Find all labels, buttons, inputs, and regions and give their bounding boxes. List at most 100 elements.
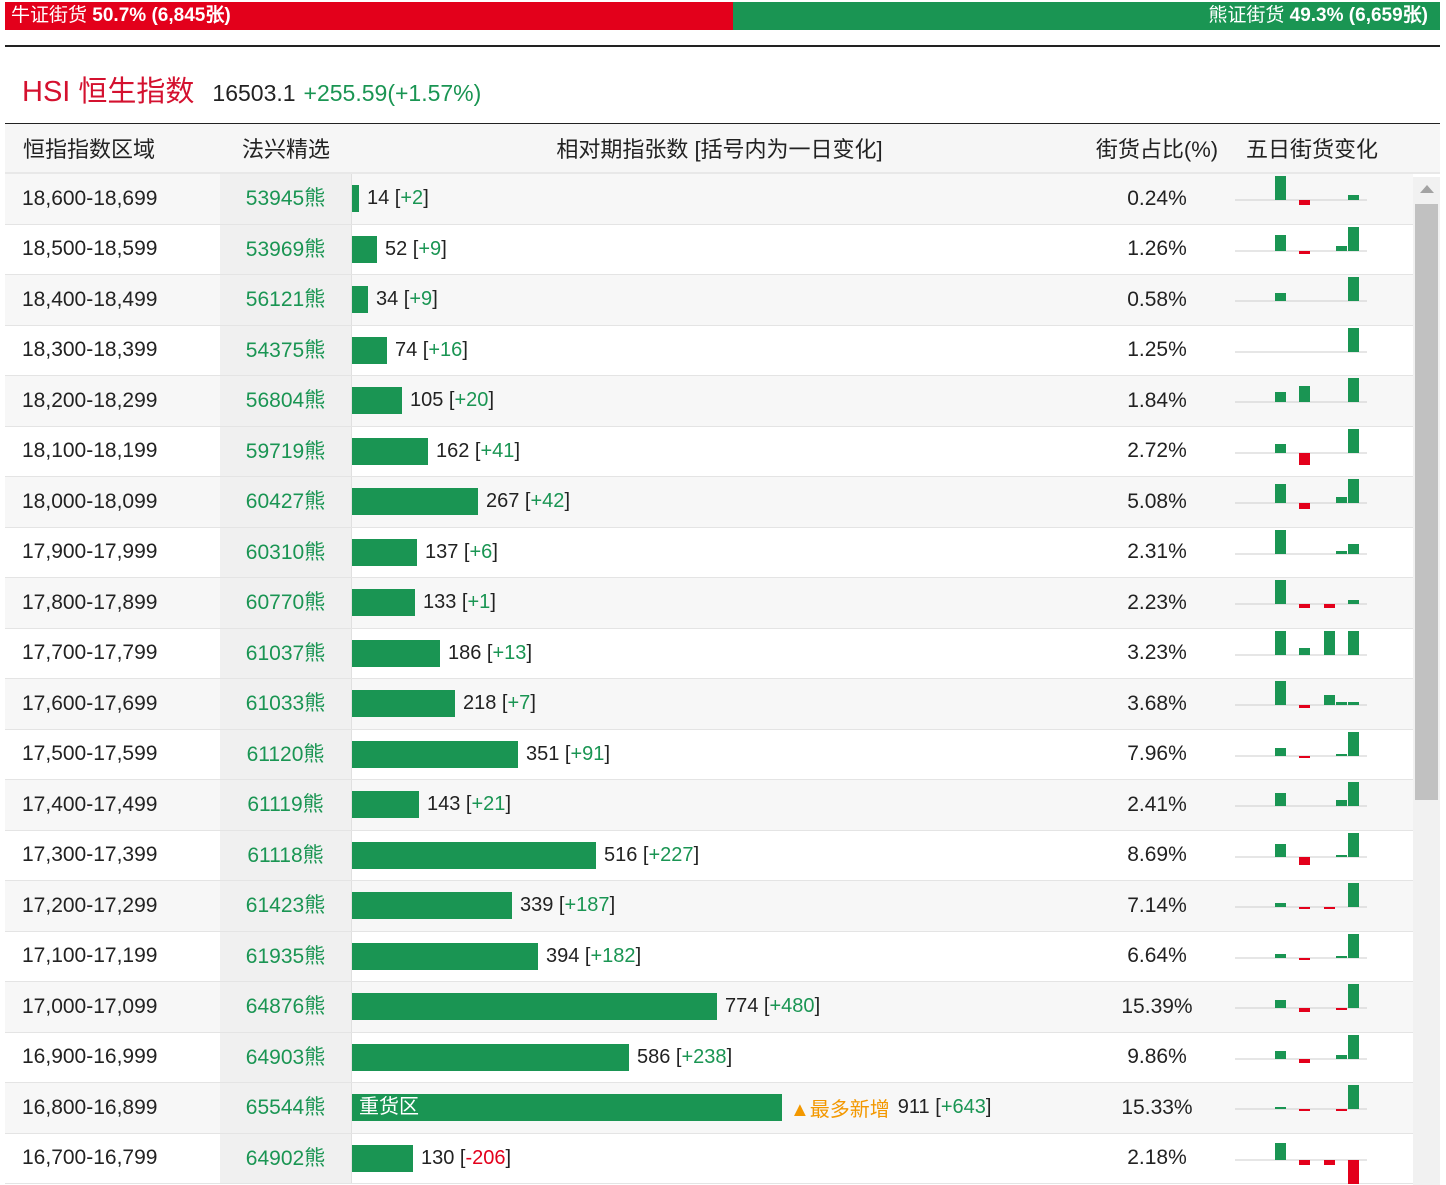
- bar-change: +227: [648, 843, 694, 866]
- trend-cell: [1235, 679, 1385, 729]
- trend-bar: [1348, 933, 1359, 958]
- pick-link[interactable]: 60770熊: [220, 578, 352, 628]
- trend-cell: [1235, 932, 1385, 982]
- ratio-cell: 1.26%: [1127, 237, 1187, 261]
- trend-cell: [1235, 376, 1385, 426]
- bar-value: 130: [421, 1146, 455, 1169]
- pick-link[interactable]: 53969熊: [220, 224, 352, 274]
- pick-link[interactable]: 61119熊: [220, 780, 352, 830]
- trend-cell: [1235, 831, 1385, 881]
- table-row: 16,700-16,799 64902熊 130 [-206] 2.18%: [5, 1133, 1413, 1184]
- bull-pct: 50.7%: [92, 5, 147, 26]
- pick-link[interactable]: 61935熊: [220, 931, 352, 981]
- ratio-cell: 2.31%: [1127, 540, 1187, 564]
- trend-bar: [1299, 503, 1310, 509]
- pick-link[interactable]: 59719熊: [220, 426, 352, 476]
- bar-value-label: 586 [+238]: [637, 1045, 733, 1068]
- trend-cell: [1235, 427, 1385, 477]
- scroll-up-arrow-icon[interactable]: [1413, 177, 1440, 201]
- bar-cell: 52 [+9]: [352, 225, 1087, 275]
- bar-change: +42: [530, 490, 565, 513]
- trend-bar: [1275, 793, 1286, 806]
- pick-link[interactable]: 54375熊: [220, 325, 352, 375]
- pick-link[interactable]: 61120熊: [220, 729, 352, 779]
- trend-bar: [1336, 1109, 1347, 1111]
- trend-bar: [1336, 800, 1347, 806]
- bar-change: +7: [507, 692, 531, 715]
- table-row: 17,300-17,399 61118熊 516 [+227] 8.69%: [5, 830, 1413, 881]
- trend-cell: [1235, 1083, 1385, 1133]
- vertical-scrollbar[interactable]: [1413, 177, 1440, 1185]
- trend-bar: [1348, 782, 1359, 806]
- volume-bar: [352, 437, 428, 465]
- trend-sparkline: [1235, 277, 1367, 302]
- bar-value: 774: [725, 995, 759, 1018]
- trend-bar: [1336, 753, 1347, 756]
- trend-cell: [1235, 1033, 1385, 1083]
- pick-link[interactable]: 56804熊: [220, 376, 352, 426]
- pick-link[interactable]: 60427熊: [220, 477, 352, 527]
- table-row: 17,600-17,699 61033熊 218 [+7] 3.68%: [5, 679, 1413, 730]
- volume-bar: [352, 740, 518, 768]
- range-cell: 17,400-17,499: [22, 792, 158, 816]
- bar-cell: 516 [+227]: [352, 831, 1087, 881]
- bar-value: 267: [486, 490, 520, 513]
- trend-bar: [1299, 250, 1310, 254]
- trend-bar: [1324, 604, 1335, 608]
- trend-bar: [1299, 452, 1310, 465]
- pick-link[interactable]: 61423熊: [220, 881, 352, 931]
- table-row: 18,400-18,499 56121熊 34 [+9] 0.58%: [5, 275, 1413, 326]
- bar-change: +21: [471, 793, 506, 816]
- range-cell: 17,800-17,899: [22, 590, 158, 614]
- bar-cell: 130 [-206]: [352, 1134, 1087, 1184]
- pick-link[interactable]: 64903熊: [220, 1032, 352, 1082]
- volume-bar: [352, 639, 440, 667]
- pick-link[interactable]: 56121熊: [220, 275, 352, 325]
- trend-bar: [1336, 702, 1347, 705]
- table-row: 18,200-18,299 56804熊 105 [+20] 1.84%: [5, 376, 1413, 427]
- trend-bar: [1299, 1109, 1310, 1111]
- pick-link[interactable]: 61118熊: [220, 830, 352, 880]
- bull-ratio-segment: 牛证街货 50.7% (6,845张): [5, 2, 733, 30]
- ratio-cell: 8.69%: [1127, 843, 1187, 867]
- bar-cell: 137 [+6]: [352, 528, 1087, 578]
- bar-cell: 351 [+91]: [352, 730, 1087, 780]
- scroll-thumb[interactable]: [1415, 204, 1438, 800]
- range-cell: 18,200-18,299: [22, 388, 158, 412]
- pick-link[interactable]: 61037熊: [220, 628, 352, 678]
- bar-value-label: 394 [+182]: [546, 944, 642, 967]
- pick-link[interactable]: 64902熊: [220, 1133, 352, 1183]
- trend-cell: [1235, 225, 1385, 275]
- ratio-cell: 2.41%: [1127, 792, 1187, 816]
- ratio-cell: 7.96%: [1127, 742, 1187, 766]
- pick-link[interactable]: 61033熊: [220, 679, 352, 729]
- volume-bar: [352, 185, 359, 213]
- pick-link[interactable]: 53945熊: [220, 174, 352, 224]
- trend-cell: [1235, 1134, 1385, 1184]
- trend-bar: [1275, 1142, 1286, 1160]
- trend-cell: [1235, 730, 1385, 780]
- bar-cell: 186 [+13]: [352, 629, 1087, 679]
- bar-cell: 394 [+182]: [352, 932, 1087, 982]
- bar-value: 34: [376, 288, 399, 311]
- volume-bar: [352, 892, 512, 920]
- trend-bar: [1299, 856, 1310, 865]
- volume-bar: [352, 1043, 629, 1071]
- bull-count: (6,845张): [151, 5, 231, 26]
- bar-cell: 14 [+2]: [352, 174, 1087, 224]
- trend-bar: [1299, 907, 1310, 909]
- trend-bar: [1275, 443, 1286, 453]
- table-body: 18,600-18,699 53945熊 14 [+2] 0.24% 18,500-18…: [5, 174, 1413, 1184]
- volume-bar: 重货区: [352, 1094, 782, 1122]
- range-cell: 17,300-17,399: [22, 843, 158, 867]
- bar-value: 14: [367, 187, 390, 210]
- index-name[interactable]: HSI 恒生指数: [22, 76, 195, 108]
- bar-change: +187: [564, 894, 610, 917]
- bar-value-label: 162 [+41]: [436, 439, 520, 462]
- trend-bar: [1348, 378, 1359, 402]
- volume-bar: [352, 791, 419, 819]
- most-new-badge: ▲最多新增: [790, 1099, 890, 1122]
- pick-link[interactable]: 60310熊: [220, 527, 352, 577]
- pick-link[interactable]: 64876熊: [220, 982, 352, 1032]
- pick-link[interactable]: 65544熊: [220, 1083, 352, 1133]
